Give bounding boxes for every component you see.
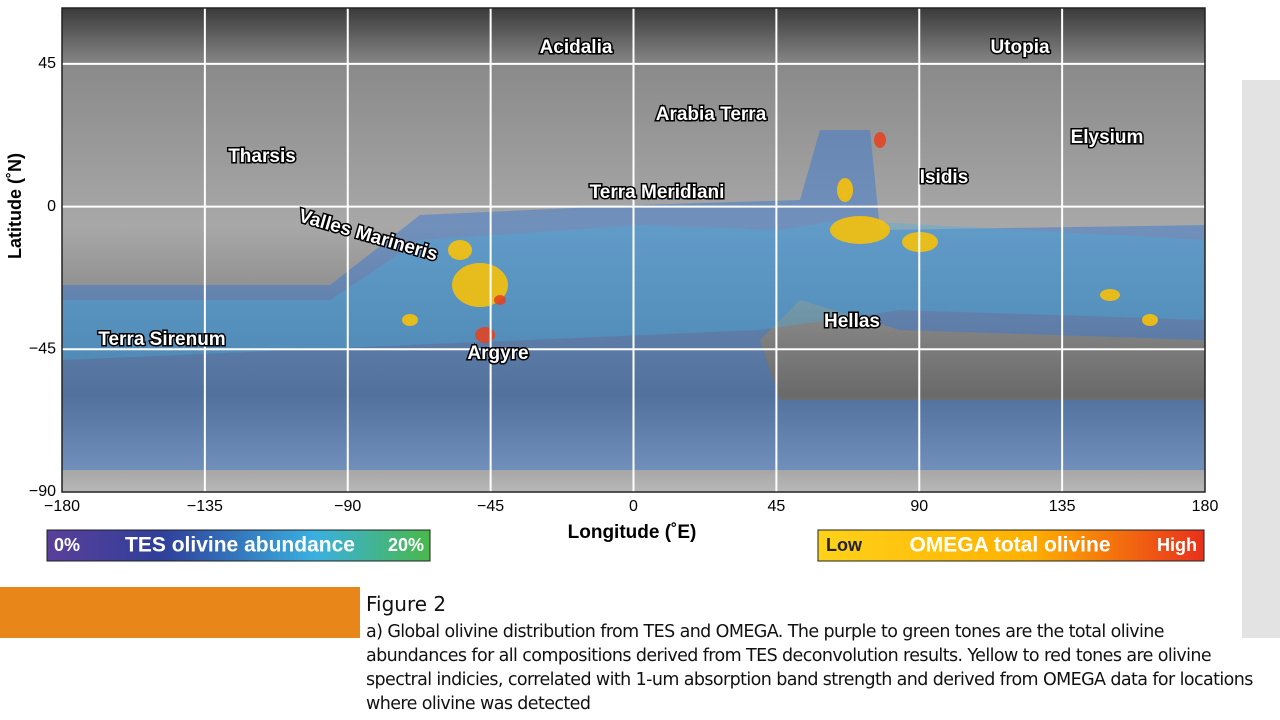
y-tick-label: 45 xyxy=(38,55,56,72)
x-tick-label: −180 xyxy=(44,498,80,515)
y-tick-label: −45 xyxy=(29,341,56,358)
region-label: Arabia Terra xyxy=(656,104,767,125)
tes-legend xyxy=(46,529,431,562)
caption-title: Figure 2 xyxy=(366,592,447,616)
x-tick-label: 180 xyxy=(1192,498,1219,515)
x-tick-label: −90 xyxy=(334,498,361,515)
y-tick-label: −90 xyxy=(29,483,56,500)
legend-title: TES olivine abundance xyxy=(125,534,355,557)
omega-legend xyxy=(817,529,1205,562)
x-tick-label: −45 xyxy=(477,498,504,515)
region-label: Isidis xyxy=(920,167,969,188)
region-label: Argyre xyxy=(467,343,528,364)
y-axis-title: Latitude (˚N) xyxy=(5,153,25,259)
side-bar xyxy=(1242,80,1280,638)
x-axis-title: Longitude (˚E) xyxy=(568,522,697,543)
region-label: Utopia xyxy=(990,37,1050,58)
legend-title: OMEGA total olivine xyxy=(909,534,1110,557)
legend-max: 20% xyxy=(388,535,424,555)
legend-min: 0% xyxy=(54,535,80,555)
x-tick-label: 0 xyxy=(629,498,638,515)
x-tick-label: 45 xyxy=(767,498,785,515)
legend-min: Low xyxy=(826,535,863,555)
map-frame xyxy=(61,7,1206,493)
region-label: Terra Meridiani xyxy=(590,182,725,203)
grid xyxy=(62,8,1205,492)
caption-text: a) Global olivine distribution from TES … xyxy=(366,622,1253,714)
x-tick-label: 135 xyxy=(1049,498,1076,515)
omega-spots xyxy=(402,178,1158,326)
region-label: Acidalia xyxy=(540,37,613,58)
x-tick-label: 90 xyxy=(910,498,928,515)
legend-max: High xyxy=(1157,535,1197,555)
x-tick-label: −135 xyxy=(187,498,223,515)
region-label: Hellas xyxy=(824,311,880,332)
y-tick-label: 0 xyxy=(47,198,56,215)
region-label: Terra Sirenum xyxy=(98,329,225,350)
accent-bar xyxy=(0,587,360,638)
region-label: Tharsis xyxy=(228,146,296,167)
region-label: Elysium xyxy=(1071,127,1144,148)
